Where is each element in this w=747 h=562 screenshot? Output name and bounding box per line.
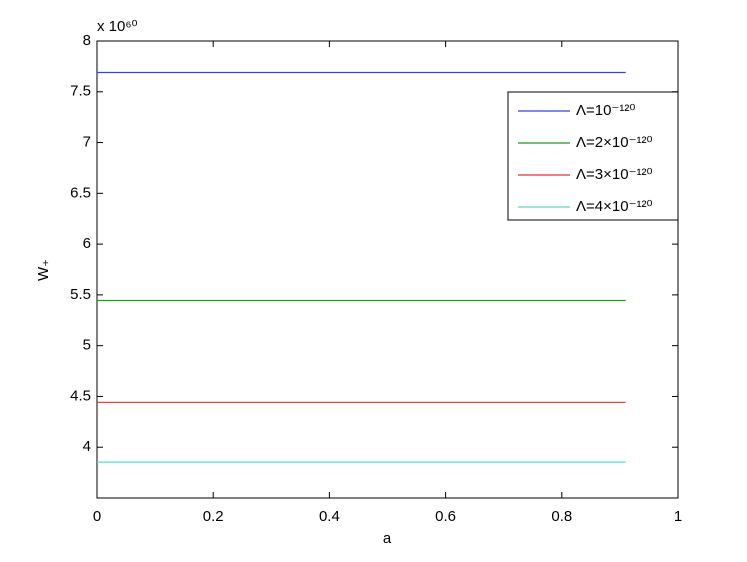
x-tick-label: 1 — [674, 508, 682, 525]
x-tick-label: 0 — [93, 508, 101, 525]
y-tick-label: 5.5 — [70, 286, 91, 303]
y-tick-label: 8 — [83, 32, 91, 49]
y-tick-label: 7 — [83, 134, 91, 151]
y-tick-label: 5 — [83, 337, 91, 354]
y-tick-label: 4 — [83, 438, 91, 455]
y-tick-label: 7.5 — [70, 83, 91, 100]
legend-label: Λ=10⁻¹²⁰ — [576, 102, 635, 119]
y-tick-label: 4.5 — [70, 387, 91, 404]
x-tick-label: 0.8 — [551, 508, 572, 525]
legend-label: Λ=3×10⁻¹²⁰ — [576, 166, 653, 183]
x-tick-label: 0.4 — [319, 508, 340, 525]
axes-box — [96, 40, 679, 499]
legend-label: Λ=4×10⁻¹²⁰ — [576, 198, 653, 215]
y-tick-label: 6.5 — [70, 184, 91, 201]
y-tick-label: 6 — [83, 235, 91, 252]
y-axis-label: W₊ — [35, 259, 52, 281]
x-axis-label: a — [383, 530, 392, 547]
legend-label: Λ=2×10⁻¹²⁰ — [576, 134, 653, 151]
y-multiplier: x 10⁶⁰ — [97, 18, 138, 35]
legend-box — [507, 91, 679, 221]
x-tick-label: 0.2 — [203, 508, 224, 525]
x-tick-label: 0.6 — [435, 508, 456, 525]
